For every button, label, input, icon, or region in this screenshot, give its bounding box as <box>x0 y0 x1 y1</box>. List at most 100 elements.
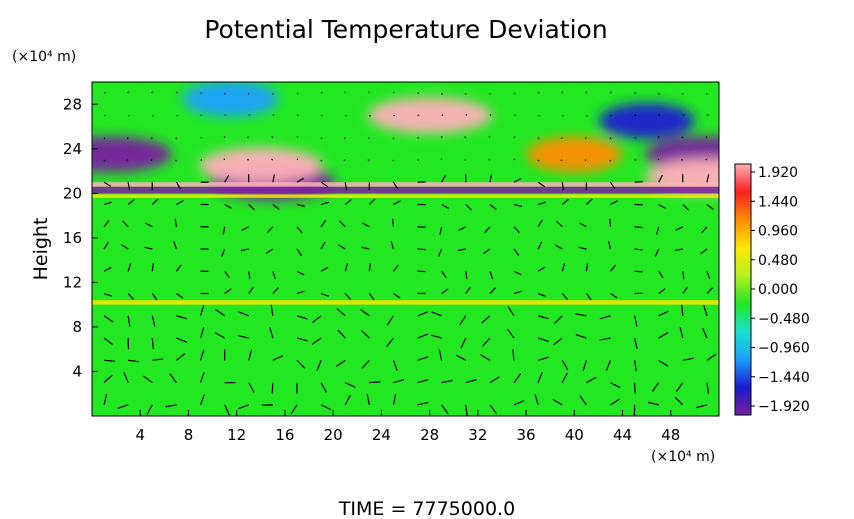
x-tick-label-7: 32 <box>468 426 487 444</box>
wind-vector-266 <box>513 158 516 161</box>
wind-vector-257 <box>512 349 515 361</box>
wind-vector-173 <box>362 222 370 228</box>
wind-vector-306 <box>585 263 589 272</box>
wind-vector-387 <box>705 136 708 139</box>
wind-vector-276 <box>537 266 546 272</box>
y-axis-label: Height <box>30 218 52 281</box>
wind-vector-296 <box>560 159 563 162</box>
wind-vector-21 <box>127 263 132 272</box>
wind-vector-130 <box>296 177 305 183</box>
wind-vector-289 <box>554 315 563 324</box>
wind-vector-19 <box>127 315 131 327</box>
wind-vector-255 <box>513 400 525 406</box>
wind-vector-51 <box>175 264 182 272</box>
wind-vector-353 <box>656 226 660 235</box>
x-tick-label-1: 8 <box>184 426 194 444</box>
warm-anomaly-5 <box>367 97 492 134</box>
wind-vector-96 <box>248 271 251 280</box>
wind-vector-367 <box>674 248 683 252</box>
wind-vector-198 <box>417 333 429 339</box>
wind-vector-83 <box>222 226 226 235</box>
wind-vector-350 <box>658 288 666 295</box>
wind-vector-298 <box>561 114 564 117</box>
wind-vector-243 <box>482 337 491 347</box>
wind-vector-93 <box>237 335 249 339</box>
wind-vector-158 <box>339 220 346 228</box>
wind-vector-278 <box>537 219 543 228</box>
x-tick-label-8: 36 <box>517 426 536 444</box>
wind-vector-383 <box>701 226 708 234</box>
wind-vector-242 <box>480 354 491 361</box>
wind-vector-274 <box>537 315 549 320</box>
wind-vector-309 <box>585 198 593 205</box>
wind-vector-380 <box>706 287 713 294</box>
wind-vector-94 <box>238 311 249 317</box>
wind-vector-190 <box>392 181 399 190</box>
layer-band-0 <box>92 186 719 194</box>
wind-vector-8 <box>103 219 110 228</box>
wind-vector-92 <box>248 349 253 361</box>
wind-vector-199 <box>417 311 429 317</box>
y-unit-label: (×10⁴ m) <box>12 49 76 65</box>
wind-vector-145 <box>320 181 329 188</box>
wind-vector-1 <box>103 374 113 384</box>
wind-vector-356 <box>657 158 660 161</box>
wind-vector-58 <box>176 114 179 117</box>
wind-vector-62 <box>199 349 205 361</box>
wind-vector-211 <box>441 379 453 384</box>
wind-vector-359 <box>658 92 660 95</box>
wind-vector-143 <box>320 219 327 228</box>
wind-vector-233 <box>458 226 467 231</box>
wind-vector-262 <box>513 248 520 256</box>
wind-vector-349 <box>658 310 669 317</box>
y-tick-label-0: 4 <box>72 362 82 380</box>
wind-vector-332 <box>634 360 637 372</box>
wind-vector-95 <box>248 286 254 294</box>
wind-vector-17 <box>128 359 140 363</box>
wind-vector-39 <box>151 198 159 205</box>
wind-vector-248 <box>484 226 491 234</box>
wind-vector-329 <box>609 91 612 94</box>
wind-vector-372 <box>681 136 684 139</box>
wind-vector-297 <box>560 137 563 140</box>
colorbar-tick-label-1: 1.440 <box>758 194 798 210</box>
wind-vector-140 <box>320 292 329 297</box>
wind-vector-346 <box>651 382 660 392</box>
wind-vector-316 <box>610 382 621 389</box>
wind-vector-195 <box>417 401 429 406</box>
wind-vector-134 <box>296 92 299 95</box>
wind-vector-220 <box>441 174 447 183</box>
wind-vector-249 <box>489 203 497 210</box>
wind-vector-112 <box>265 248 274 254</box>
wind-vector-127 <box>296 248 302 256</box>
wind-vector-273 <box>537 337 549 343</box>
wind-vector-98 <box>241 226 250 231</box>
wind-vector-160 <box>344 182 348 191</box>
wind-vector-258 <box>507 328 515 339</box>
wind-vector-213 <box>430 334 442 339</box>
wind-vector-215 <box>441 288 449 295</box>
wind-vector-63 <box>199 327 205 339</box>
wind-vector-47 <box>176 353 186 361</box>
colorbar-tick-label-4: 0.000 <box>758 282 798 298</box>
wind-vector-275 <box>537 292 546 297</box>
wind-vector-4 <box>103 315 114 323</box>
wind-vector-322 <box>607 241 612 250</box>
wind-vector-260 <box>513 290 522 295</box>
wind-vector-135 <box>320 404 332 411</box>
wind-vector-132 <box>296 136 299 139</box>
wind-vector-149 <box>320 91 323 94</box>
wind-vector-247 <box>483 248 491 255</box>
wind-vector-265 <box>513 177 522 183</box>
wind-vector-373 <box>682 114 685 116</box>
wind-vector-99 <box>248 204 255 211</box>
wind-vector-126 <box>296 270 305 276</box>
wind-vector-182 <box>392 360 398 371</box>
wind-vector-320 <box>610 293 618 299</box>
colorbar-tick-label-2: 0.960 <box>758 224 798 240</box>
wind-vector-259 <box>507 306 515 317</box>
wind-vector-116 <box>271 158 274 161</box>
wind-vector-25 <box>127 182 131 191</box>
wind-vector-228 <box>460 337 467 349</box>
wind-vector-53 <box>174 218 177 227</box>
